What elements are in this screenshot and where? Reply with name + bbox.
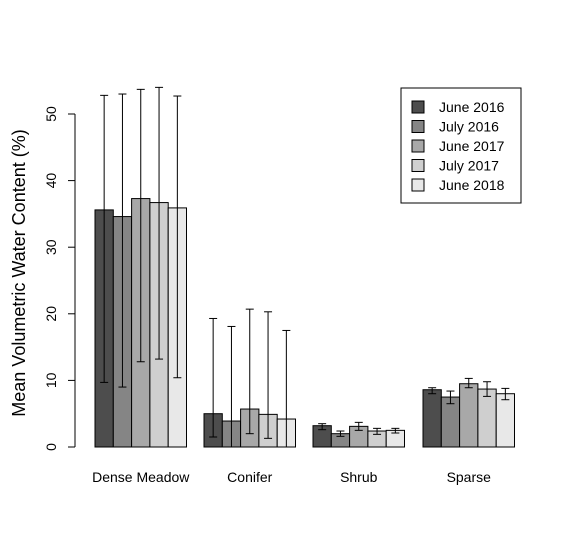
legend-label: July 2016 bbox=[439, 119, 499, 135]
y-tick-label: 50 bbox=[43, 106, 59, 122]
category-label: Dense Meadow bbox=[92, 469, 190, 485]
bar bbox=[422, 389, 442, 448]
bar bbox=[459, 383, 479, 448]
y-tick-label: 10 bbox=[43, 372, 59, 388]
bars bbox=[94, 198, 516, 448]
category-label: Conifer bbox=[227, 469, 272, 485]
legend-swatch bbox=[411, 120, 425, 133]
bar bbox=[495, 393, 516, 448]
bar bbox=[440, 396, 461, 448]
legend-swatch bbox=[411, 139, 425, 153]
category-label: Sparse bbox=[447, 469, 492, 485]
legend-swatch bbox=[411, 100, 425, 114]
legend: June 2016 July 2016 June 2017 July 2017 June… bbox=[400, 87, 522, 204]
category-label: Shrub bbox=[340, 469, 378, 485]
y-axis: 0 10 20 30 40 50 bbox=[43, 106, 76, 451]
category-labels: Dense Meadow Conifer Shrub Sparse bbox=[92, 469, 491, 485]
y-axis-label: Mean Volumetric Water Content (%) bbox=[9, 129, 29, 416]
y-tick-label: 20 bbox=[43, 306, 59, 322]
error-bars bbox=[100, 86, 510, 448]
legend-label: June 2018 bbox=[439, 177, 505, 193]
bar bbox=[477, 388, 497, 448]
legend-swatch bbox=[411, 178, 425, 192]
y-tick-label: 0 bbox=[43, 443, 59, 451]
legend-label: June 2017 bbox=[439, 138, 505, 154]
legend-label: July 2017 bbox=[439, 158, 499, 174]
y-tick-label: 30 bbox=[43, 239, 59, 255]
legend-label: June 2016 bbox=[439, 99, 505, 115]
legend-swatch bbox=[411, 159, 425, 172]
y-tick-label: 40 bbox=[43, 173, 59, 189]
